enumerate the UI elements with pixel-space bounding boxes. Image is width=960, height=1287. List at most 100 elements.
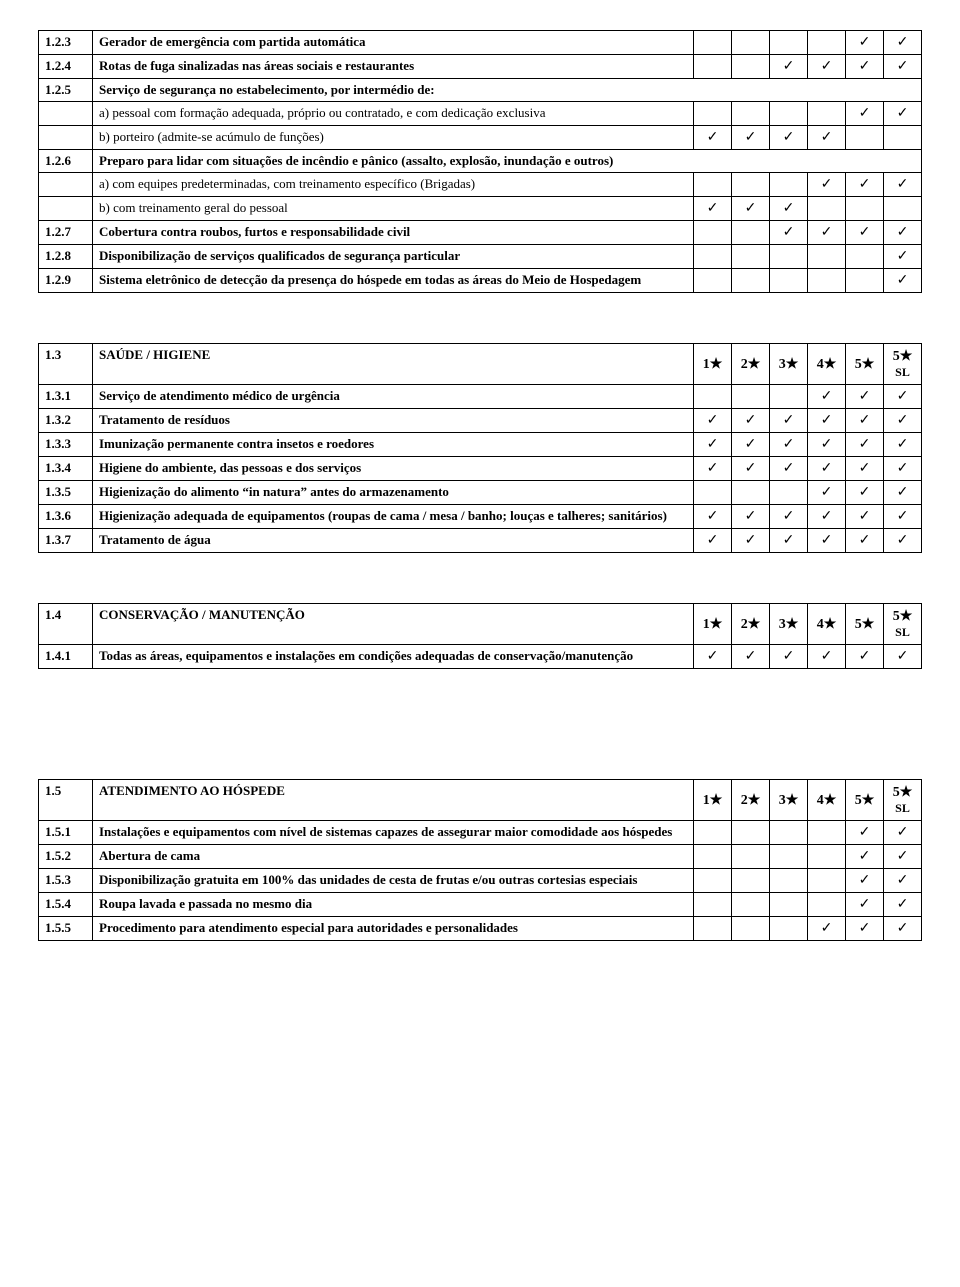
section-title: ATENDIMENTO AO HÓSPEDE <box>93 780 694 821</box>
row-code: 1.5.2 <box>39 845 93 869</box>
row-desc: Higienização do alimento “in natura” ant… <box>93 481 694 505</box>
row-desc: Disponibilização gratuita em 100% das un… <box>93 869 694 893</box>
check-cell: ✓ <box>846 409 884 433</box>
check-cell: ✓ <box>770 221 808 245</box>
table-row: b) porteiro (admite-se acúmulo de funçõe… <box>39 126 922 150</box>
row-desc: Rotas de fuga sinalizadas nas áreas soci… <box>93 55 694 79</box>
table-row: a) com equipes predeterminadas, com trei… <box>39 173 922 197</box>
check-cell: ✓ <box>770 409 808 433</box>
row-code: 1.3.5 <box>39 481 93 505</box>
check-cell <box>732 269 770 293</box>
row-code: 1.3.2 <box>39 409 93 433</box>
row-desc: Gerador de emergência com partida automá… <box>93 31 694 55</box>
check-cell: ✓ <box>732 197 770 221</box>
table-row: 1.2.5Serviço de segurança no estabelecim… <box>39 79 922 102</box>
row-desc: Preparo para lidar com situações de incê… <box>93 150 922 173</box>
check-cell <box>732 917 770 941</box>
row-code: 1.2.4 <box>39 55 93 79</box>
row-code <box>39 102 93 126</box>
check-cell <box>846 126 884 150</box>
row-desc: Higienização adequada de equipamentos (r… <box>93 505 694 529</box>
row-desc: Procedimento para atendimento especial p… <box>93 917 694 941</box>
row-code: 1.3.3 <box>39 433 93 457</box>
section-code: 1.4 <box>39 604 93 645</box>
check-cell <box>694 845 732 869</box>
table-row: 1.5.5Procedimento para atendimento espec… <box>39 917 922 941</box>
check-cell <box>694 917 732 941</box>
check-cell: ✓ <box>846 917 884 941</box>
check-cell: ✓ <box>884 433 922 457</box>
check-cell: ✓ <box>694 197 732 221</box>
col-header-1: 2★ <box>732 780 770 821</box>
check-cell: ✓ <box>884 481 922 505</box>
table-row: 1.2.3Gerador de emergência com partida a… <box>39 31 922 55</box>
check-cell <box>808 893 846 917</box>
check-cell <box>770 245 808 269</box>
check-cell: ✓ <box>846 385 884 409</box>
check-cell: ✓ <box>694 529 732 553</box>
col-header-4: 5★ <box>846 344 884 385</box>
matrix-table-2: 1.4CONSERVAÇÃO / MANUTENÇÃO1★2★3★4★5★5★S… <box>38 603 922 669</box>
col-header-3: 4★ <box>808 344 846 385</box>
section-code: 1.3 <box>39 344 93 385</box>
check-cell <box>808 197 846 221</box>
row-code: 1.4.1 <box>39 645 93 669</box>
check-cell <box>732 481 770 505</box>
check-cell: ✓ <box>884 221 922 245</box>
check-cell <box>846 245 884 269</box>
check-cell: ✓ <box>808 433 846 457</box>
row-desc: Todas as áreas, equipamentos e instalaçõ… <box>93 645 694 669</box>
col-header-0: 1★ <box>694 344 732 385</box>
row-code: 1.2.3 <box>39 31 93 55</box>
table-row: 1.2.9Sistema eletrônico de detecção da p… <box>39 269 922 293</box>
table-row: 1.4.1Todas as áreas, equipamentos e inst… <box>39 645 922 669</box>
check-cell: ✓ <box>770 433 808 457</box>
check-cell: ✓ <box>846 221 884 245</box>
col-header-4: 5★ <box>846 780 884 821</box>
check-cell: ✓ <box>808 55 846 79</box>
section-header-row: 1.4CONSERVAÇÃO / MANUTENÇÃO1★2★3★4★5★5★S… <box>39 604 922 645</box>
row-desc: b) com treinamento geral do pessoal <box>93 197 694 221</box>
check-cell <box>770 385 808 409</box>
check-cell <box>694 55 732 79</box>
check-cell: ✓ <box>732 457 770 481</box>
row-desc: Disponibilização de serviços qualificado… <box>93 245 694 269</box>
check-cell <box>732 245 770 269</box>
check-cell: ✓ <box>808 529 846 553</box>
row-code <box>39 173 93 197</box>
section-code: 1.5 <box>39 780 93 821</box>
check-cell: ✓ <box>846 31 884 55</box>
table-row: 1.5.2Abertura de cama✓✓ <box>39 845 922 869</box>
col-header-5: 5★SL <box>884 780 922 821</box>
col-header-3: 4★ <box>808 780 846 821</box>
check-cell <box>694 245 732 269</box>
check-cell: ✓ <box>846 821 884 845</box>
row-code: 1.2.8 <box>39 245 93 269</box>
check-cell: ✓ <box>884 457 922 481</box>
row-desc: Higiene do ambiente, das pessoas e dos s… <box>93 457 694 481</box>
check-cell <box>732 845 770 869</box>
table-row: 1.2.4Rotas de fuga sinalizadas nas áreas… <box>39 55 922 79</box>
check-cell: ✓ <box>694 409 732 433</box>
row-code: 1.2.6 <box>39 150 93 173</box>
col-header-1: 2★ <box>732 604 770 645</box>
row-code: 1.5.3 <box>39 869 93 893</box>
check-cell: ✓ <box>770 529 808 553</box>
row-code: 1.2.7 <box>39 221 93 245</box>
check-cell: ✓ <box>846 845 884 869</box>
row-desc: Roupa lavada e passada no mesmo dia <box>93 893 694 917</box>
check-cell: ✓ <box>884 505 922 529</box>
table-row: 1.5.1Instalações e equipamentos com níve… <box>39 821 922 845</box>
row-code: 1.2.5 <box>39 79 93 102</box>
check-cell: ✓ <box>732 529 770 553</box>
table-row: 1.2.8Disponibilização de serviços qualif… <box>39 245 922 269</box>
check-cell <box>694 31 732 55</box>
check-cell <box>732 869 770 893</box>
check-cell <box>694 869 732 893</box>
check-cell: ✓ <box>732 409 770 433</box>
check-cell: ✓ <box>808 481 846 505</box>
table-row: 1.2.6Preparo para lidar com situações de… <box>39 150 922 173</box>
row-desc: a) com equipes predeterminadas, com trei… <box>93 173 694 197</box>
col-header-2: 3★ <box>770 344 808 385</box>
check-cell <box>694 269 732 293</box>
